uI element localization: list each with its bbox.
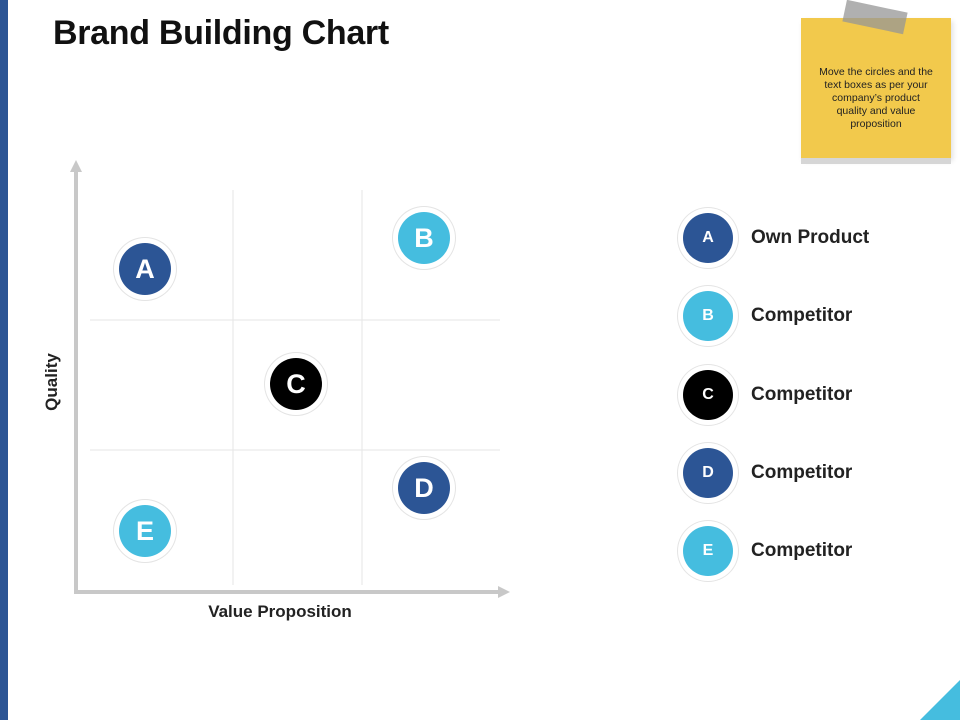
x-axis-label: Value Proposition [208, 602, 352, 621]
legend-label-d[interactable]: Competitor [751, 462, 853, 483]
sticky-note [801, 18, 951, 158]
legend-label-e[interactable]: Competitor [751, 540, 853, 561]
grid-lines [90, 190, 500, 585]
sticky-note-text: Move the circles and the text boxes as p… [819, 66, 933, 130]
legend-circle-a[interactable]: A [683, 213, 733, 263]
marker-a[interactable]: A [119, 243, 171, 295]
legend-label-a[interactable]: Own Product [751, 227, 870, 248]
legend-item-d: D Competitor [683, 448, 943, 500]
y-axis-arrow [70, 160, 82, 172]
marker-e[interactable]: E [119, 505, 171, 557]
legend-label-b[interactable]: Competitor [751, 305, 853, 326]
legend-label-c[interactable]: Competitor [751, 384, 853, 405]
marker-c[interactable]: C [270, 358, 322, 410]
corner-accent [920, 680, 960, 720]
marker-b[interactable]: B [398, 212, 450, 264]
legend-circle-c[interactable]: C [683, 370, 733, 420]
left-accent-bar [0, 0, 8, 720]
page-title: Brand Building Chart [53, 14, 389, 52]
legend-circle-b[interactable]: B [683, 291, 733, 341]
legend-item-b: B Competitor [683, 291, 943, 343]
legend-item-a: A Own Product [683, 213, 943, 265]
x-axis-arrow [498, 586, 510, 598]
legend-circle-e[interactable]: E [683, 526, 733, 576]
legend-circle-d[interactable]: D [683, 448, 733, 498]
legend-item-c: C Competitor [683, 370, 943, 422]
y-axis-label: Quality [42, 353, 61, 411]
legend-item-e: E Competitor [683, 526, 943, 578]
marker-d[interactable]: D [398, 462, 450, 514]
